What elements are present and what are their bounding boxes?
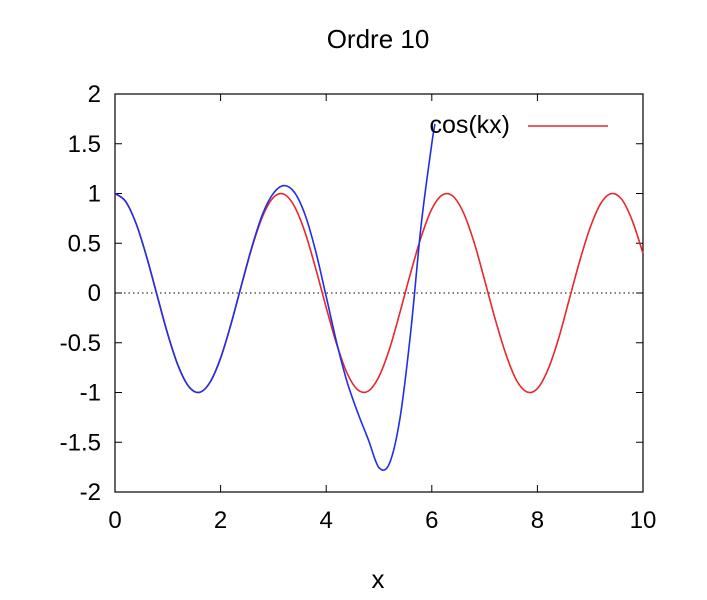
legend-label-cos-kx: cos(kx) <box>429 111 510 139</box>
x-tick-label: 4 <box>320 507 333 534</box>
y-tick-label: 0.5 <box>68 230 101 257</box>
x-tick-label: 6 <box>425 507 438 534</box>
series-line-approximation <box>114 123 436 471</box>
legend: cos(kx) <box>429 111 608 139</box>
y-tick-label: -1 <box>80 380 101 407</box>
y-tick-label: 0 <box>88 280 101 307</box>
y-tick-label: 1.5 <box>68 131 101 158</box>
y-tick-label: -0.5 <box>60 330 101 357</box>
x-tick-label: 2 <box>214 507 227 534</box>
chart-title: Ordre 10 <box>327 24 430 54</box>
y-tick-label: 1 <box>88 181 101 208</box>
series-line-cos-kx <box>114 192 644 394</box>
x-axis-title: x <box>372 564 385 594</box>
series-group <box>114 123 644 471</box>
y-axis-ticks: -2 -1.5 -1 -0.5 0 0.5 1 1.5 2 <box>60 81 643 506</box>
x-axis-ticks: 0 2 4 6 8 10 <box>108 94 656 534</box>
x-tick-label: 8 <box>531 507 544 534</box>
plot-area-frame <box>114 93 644 493</box>
x-tick-label: 10 <box>630 507 657 534</box>
y-tick-label: -1.5 <box>60 429 101 456</box>
y-tick-label: -2 <box>80 479 101 506</box>
x-tick-label: 0 <box>108 507 121 534</box>
y-tick-label: 2 <box>88 81 101 108</box>
